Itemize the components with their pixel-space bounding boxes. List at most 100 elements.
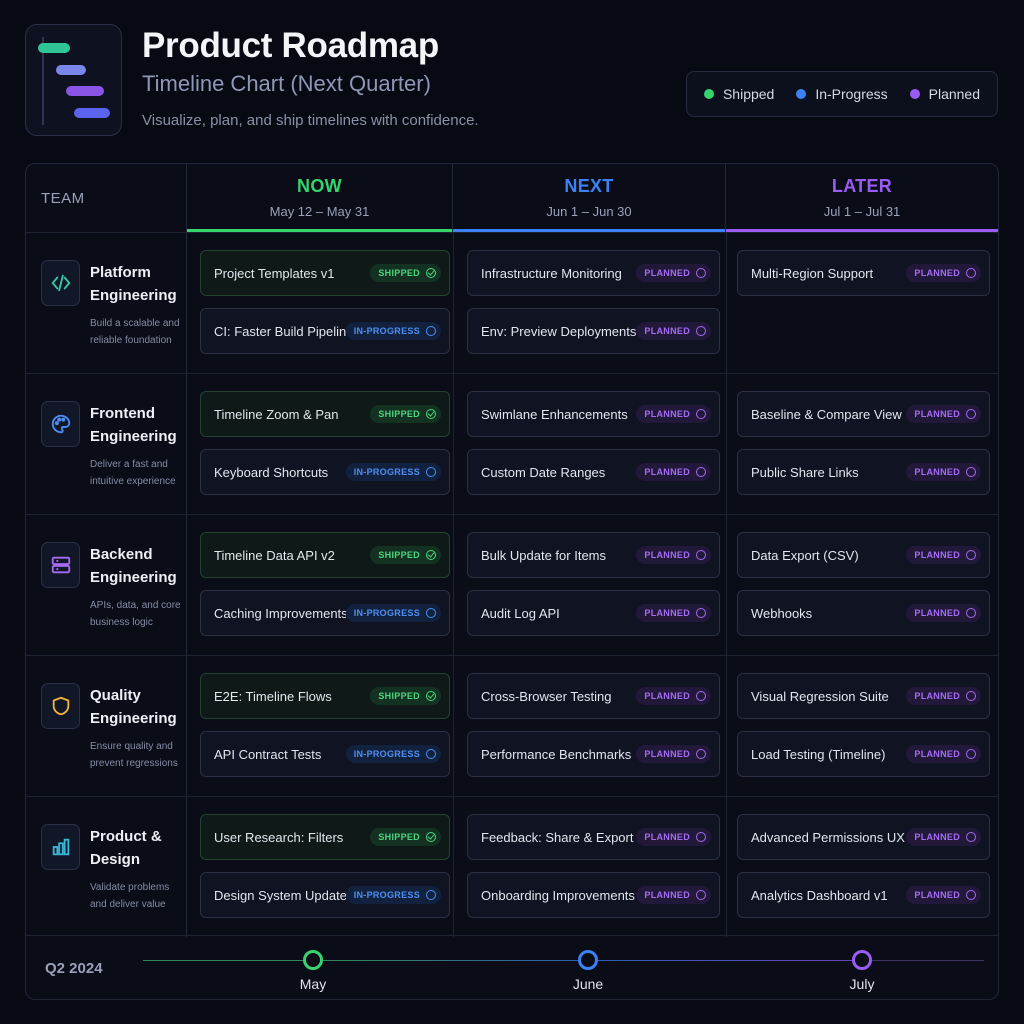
roadmap-item-card[interactable]: Design System Updates IN-PROGRESS bbox=[200, 872, 450, 918]
circle-icon bbox=[696, 691, 706, 701]
item-label: Onboarding Improvements bbox=[481, 887, 635, 903]
item-label: Audit Log API bbox=[481, 605, 560, 621]
roadmap-item-card[interactable]: Cross-Browser Testing PLANNED bbox=[467, 673, 720, 719]
team-cell: Frontend Engineering Deliver a fast and i… bbox=[26, 374, 187, 514]
circle-icon bbox=[426, 890, 436, 900]
circle-icon bbox=[966, 890, 976, 900]
page-title: Product Roadmap bbox=[142, 26, 439, 65]
roadmap-item-card[interactable]: Keyboard Shortcuts IN-PROGRESS bbox=[200, 449, 450, 495]
roadmap-item-card[interactable]: Visual Regression Suite PLANNED bbox=[737, 673, 990, 719]
circle-icon bbox=[966, 749, 976, 759]
roadmap-item-card[interactable]: Feedback: Share & Export PLANNED bbox=[467, 814, 720, 860]
roadmap-item-card[interactable]: Multi-Region Support PLANNED bbox=[737, 250, 990, 296]
team-row-quality-engineering: Quality Engineering Ensure quality and pr… bbox=[26, 655, 998, 796]
roadmap-item-card[interactable]: User Research: Filters SHIPPED bbox=[200, 814, 450, 860]
roadmap-item-card[interactable]: Infrastructure Monitoring PLANNED bbox=[467, 250, 720, 296]
circle-icon bbox=[696, 326, 706, 336]
status-badge: PLANNED bbox=[906, 886, 981, 904]
quarter-label: Q2 2024 bbox=[45, 960, 103, 977]
status-badge: IN-PROGRESS bbox=[345, 886, 441, 904]
timeline-month-label: May bbox=[299, 976, 327, 992]
roadmap-item-card[interactable]: Webhooks PLANNED bbox=[737, 590, 990, 636]
status-legend: Shipped In-Progress Planned bbox=[686, 71, 998, 117]
roadmap-item-card[interactable]: CI: Faster Build Pipeline IN-PROGRESS bbox=[200, 308, 450, 354]
item-label: Caching Improvements bbox=[214, 605, 346, 621]
item-label: Multi-Region Support bbox=[751, 265, 874, 281]
roadmap-item-card[interactable]: Baseline & Compare View PLANNED bbox=[737, 391, 990, 437]
roadmap-item-card[interactable]: Caching Improvements IN-PROGRESS bbox=[200, 590, 450, 636]
roadmap-item-card[interactable]: Env: Preview Deployments PLANNED bbox=[467, 308, 720, 354]
roadmap-item-card[interactable]: Onboarding Improvements PLANNED bbox=[467, 872, 720, 918]
timeline-footer: Q2 2024 May June July bbox=[26, 935, 998, 999]
shipped-dot-icon bbox=[703, 89, 714, 99]
team-column-header: TEAM bbox=[26, 164, 187, 232]
roadmap-item-card[interactable]: Project Templates v1 SHIPPED bbox=[200, 250, 450, 296]
app-logo bbox=[25, 24, 122, 136]
roadmap-item-card[interactable]: Bulk Update for Items PLANNED bbox=[467, 532, 720, 578]
phase-header-next: NEXT Jun 1 – Jun 30 bbox=[453, 164, 726, 232]
roadmap-item-card[interactable]: Analytics Dashboard v1 PLANNED bbox=[737, 872, 990, 918]
legend-in-progress: In-Progress bbox=[796, 86, 888, 102]
check-circle-icon bbox=[426, 691, 436, 701]
roadmap-item-card[interactable]: Advanced Permissions UX PLANNED bbox=[737, 814, 990, 860]
check-circle-icon bbox=[426, 832, 436, 842]
circle-icon bbox=[696, 409, 706, 419]
in-progress-dot-icon bbox=[796, 89, 807, 99]
status-badge: IN-PROGRESS bbox=[345, 463, 441, 481]
circle-icon bbox=[966, 832, 976, 842]
shield-icon bbox=[41, 683, 80, 729]
status-badge: PLANNED bbox=[906, 264, 981, 282]
team-row-backend-engineering: Backend Engineering APIs, data, and core … bbox=[26, 514, 998, 655]
item-label: Public Share Links bbox=[751, 464, 859, 480]
circle-icon bbox=[696, 832, 706, 842]
circle-icon bbox=[966, 691, 976, 701]
roadmap-item-card[interactable]: Data Export (CSV) PLANNED bbox=[737, 532, 990, 578]
timeline-node-june bbox=[578, 950, 598, 970]
item-label: Keyboard Shortcuts bbox=[214, 464, 329, 480]
item-label: Baseline & Compare View bbox=[751, 406, 902, 422]
roadmap-item-card[interactable]: Public Share Links PLANNED bbox=[737, 449, 990, 495]
timeline-node-may bbox=[303, 950, 323, 970]
roadmap-item-card[interactable]: Timeline Data API v2 SHIPPED bbox=[200, 532, 450, 578]
team-cell: Backend Engineering APIs, data, and core … bbox=[26, 515, 187, 655]
circle-icon bbox=[426, 326, 436, 336]
roadmap-item-card[interactable]: Timeline Zoom & Pan SHIPPED bbox=[200, 391, 450, 437]
item-label: Swimlane Enhancements bbox=[481, 406, 628, 422]
check-circle-icon bbox=[426, 409, 436, 419]
team-description: APIs, data, and core business logic bbox=[90, 600, 181, 628]
status-badge: PLANNED bbox=[636, 604, 711, 622]
roadmap-item-card[interactable]: Custom Date Ranges PLANNED bbox=[467, 449, 720, 495]
item-label: Bulk Update for Items bbox=[481, 547, 606, 563]
roadmap-item-card[interactable]: Load Testing (Timeline) PLANNED bbox=[737, 731, 990, 777]
item-label: User Research: Filters bbox=[214, 829, 344, 845]
roadmap-item-card[interactable]: Swimlane Enhancements PLANNED bbox=[467, 391, 720, 437]
team-cell: Platform Engineering Build a scalable and… bbox=[26, 233, 187, 373]
timeline-month-label: June bbox=[572, 976, 604, 992]
team-description: Ensure quality and prevent regressions bbox=[90, 741, 178, 769]
team-description: Deliver a fast and intuitive experience bbox=[90, 459, 176, 487]
roadmap-item-card[interactable]: Audit Log API PLANNED bbox=[467, 590, 720, 636]
check-circle-icon bbox=[426, 550, 436, 560]
phase-dates: Jul 1 – Jul 31 bbox=[823, 204, 901, 219]
status-badge: PLANNED bbox=[636, 745, 711, 763]
roadmap-item-card[interactable]: API Contract Tests IN-PROGRESS bbox=[200, 731, 450, 777]
phase-dates: May 12 – May 31 bbox=[269, 204, 370, 219]
legend-planned: Planned bbox=[909, 86, 980, 102]
team-description: Build a scalable and reliable foundation bbox=[90, 318, 180, 346]
team-name: Frontend Engineering bbox=[90, 405, 177, 445]
item-label: API Contract Tests bbox=[214, 746, 322, 762]
item-label: Cross-Browser Testing bbox=[481, 688, 612, 704]
roadmap-item-card[interactable]: Performance Benchmarks PLANNED bbox=[467, 731, 720, 777]
team-name: Backend Engineering bbox=[90, 546, 177, 586]
status-badge: PLANNED bbox=[906, 405, 981, 423]
team-name: Platform Engineering bbox=[90, 264, 177, 304]
team-row-platform-engineering: Platform Engineering Build a scalable and… bbox=[26, 232, 998, 373]
status-badge: PLANNED bbox=[636, 546, 711, 564]
item-label: Custom Date Ranges bbox=[481, 464, 606, 480]
code-icon bbox=[41, 260, 80, 306]
roadmap-item-card[interactable]: E2E: Timeline Flows SHIPPED bbox=[200, 673, 450, 719]
planned-dot-icon bbox=[909, 89, 920, 99]
team-description: Validate problems and deliver value bbox=[90, 882, 170, 910]
check-circle-icon bbox=[426, 268, 436, 278]
phase-header-now: NOW May 12 – May 31 bbox=[187, 164, 453, 232]
